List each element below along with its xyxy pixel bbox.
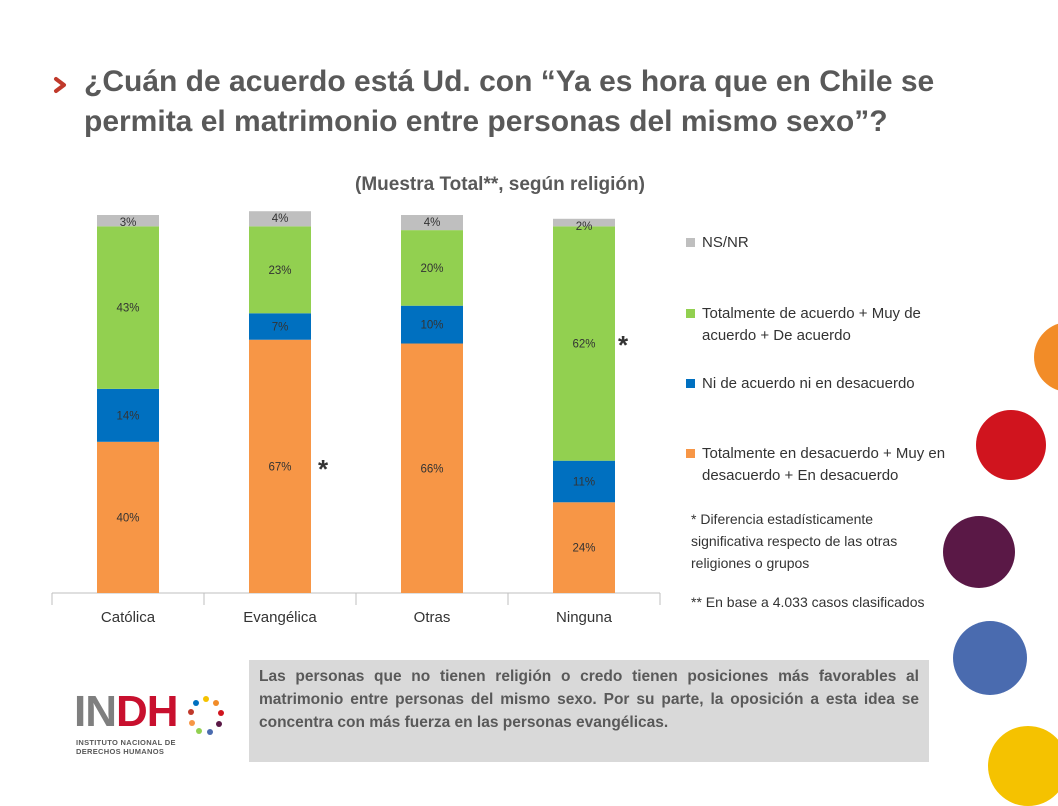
legend-swatch	[686, 238, 695, 247]
stacked-bar-chart: 40% 14% 43% 3% Católica 67% 7% 23% 4% Evangélica 6…	[51, 211, 661, 626]
legend-label: Totalmente en desacuerdo + Muy en desacu…	[702, 445, 946, 484]
significance-star-evangelica: *	[318, 454, 329, 484]
logo-sub-line2: DERECHOS HUMANOS	[76, 747, 165, 756]
logo-wordmark: INDH	[74, 687, 179, 736]
data-label: 62%	[572, 339, 595, 351]
data-label: 40%	[116, 512, 139, 524]
page-title: ¿Cuán de acuerdo está Ud. con “Ya es hor…	[84, 65, 935, 138]
data-label: 3%	[120, 217, 137, 229]
data-label: 4%	[424, 217, 441, 229]
x-tick-label: Católica	[101, 609, 156, 626]
logo-sub-line1: INSTITUTO NACIONAL DE	[76, 738, 176, 747]
bar-segment	[249, 313, 311, 340]
logo-accent: DH	[116, 687, 179, 736]
data-label: 67%	[268, 461, 291, 473]
data-label: 14%	[116, 410, 139, 422]
legend-swatch	[686, 379, 695, 388]
bar-segment	[401, 215, 463, 231]
bar-segment	[97, 226, 159, 389]
data-label: 43%	[116, 303, 139, 315]
bar-segment	[553, 218, 615, 227]
bar-segment	[553, 460, 615, 503]
decorative-circle-orange	[1034, 322, 1058, 392]
data-label: 4%	[272, 213, 289, 225]
base-note: ** En base a 4.033 casos clasificados	[691, 594, 925, 610]
decorative-circle-yellow	[988, 726, 1058, 806]
data-label: 23%	[268, 265, 291, 277]
bar-segment	[97, 388, 159, 442]
data-label: 24%	[572, 543, 595, 555]
data-label: 11%	[573, 476, 595, 488]
legend-item-neutral: Ni de acuerdo ni en desacuerdo	[686, 373, 962, 395]
decorative-circle-red	[976, 410, 1046, 480]
bar-segment	[249, 226, 311, 314]
bar-segment	[401, 230, 463, 306]
legend-item-disagree: Totalmente en desacuerdo + Muy en desacu…	[686, 443, 962, 487]
significance-note: * Diferencia estadísticamente significat…	[691, 511, 898, 571]
decorative-circle-blue	[953, 621, 1027, 695]
x-tick-label: Evangélica	[243, 609, 317, 626]
chevron-right-icon	[54, 77, 66, 93]
data-label: 2%	[576, 221, 593, 233]
logo-dots-icon	[188, 696, 224, 735]
bar-segment	[249, 211, 311, 227]
data-label: 20%	[420, 263, 443, 275]
legend-label: NS/NR	[702, 234, 749, 251]
bar-segment	[553, 226, 615, 461]
data-label: 10%	[420, 320, 443, 332]
legend-swatch	[686, 449, 695, 458]
legend-item-agree: Totalmente de acuerdo + Muy de acuerdo +…	[686, 303, 962, 347]
decorative-circle-purple	[943, 516, 1015, 588]
bar-segment	[97, 441, 159, 593]
data-label: 66%	[420, 463, 443, 475]
legend-label: Totalmente de acuerdo + Muy de acuerdo +…	[702, 305, 921, 344]
logo-prefix: IN	[74, 687, 117, 736]
bar-segment	[97, 215, 159, 227]
legend-label: Ni de acuerdo ni en desacuerdo	[702, 375, 915, 392]
x-tick-label: Ninguna	[556, 609, 613, 626]
legend-swatch	[686, 309, 695, 318]
callout-box: Las personas que no tienen religión o cr…	[249, 660, 929, 762]
significance-star-ninguna: *	[618, 330, 629, 360]
bar-segment	[249, 339, 311, 593]
bar-segment	[401, 305, 463, 344]
indh-logo: INDH INSTITUTO NACIONAL DE DERECHOS HUMA…	[74, 690, 234, 760]
data-label: 7%	[272, 322, 289, 334]
chart-subtitle: (Muestra Total**, según religión)	[355, 174, 645, 195]
logo-subtitle: INSTITUTO NACIONAL DE DERECHOS HUMANOS	[76, 738, 176, 756]
x-tick-label: Otras	[414, 609, 451, 626]
bar-segment	[401, 343, 463, 593]
legend-item-nsnr: NS/NR	[686, 232, 962, 254]
bar-segment	[553, 502, 615, 593]
